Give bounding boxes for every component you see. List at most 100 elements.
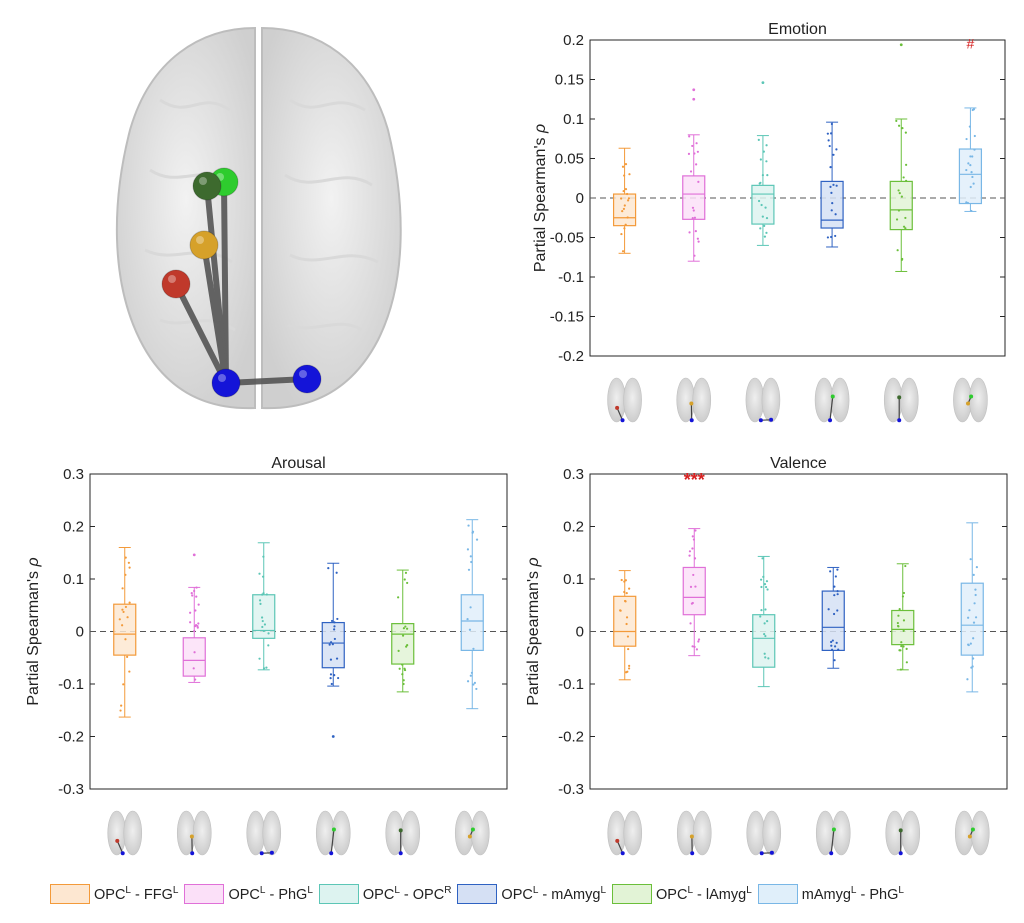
sample-point [831,639,834,642]
sample-point [692,209,695,212]
sample-point [193,629,196,633]
sample-point [402,682,405,686]
sample-point [466,617,469,621]
legend-swatch [50,884,90,904]
iqr-box [613,595,637,647]
sample-point [194,609,197,612]
legend-label: OPCL - PhGL [228,885,313,903]
box-3 [821,566,845,669]
sample-point [333,674,336,677]
sample-point [195,586,198,589]
node-green-dark [192,171,222,201]
sample-point [767,657,770,660]
box-1 [682,528,706,657]
sample-point [406,581,409,585]
outlier-point [692,88,696,92]
sample-point [472,647,475,650]
sample-point [329,641,333,644]
sample-point [696,150,699,153]
box-5 [958,107,983,213]
sample-point [471,530,475,533]
sample-point [333,625,336,628]
y-tick-label: 0.1 [563,571,584,588]
outlier-point [899,43,903,47]
sample-point [766,174,769,177]
sample-point [404,571,408,574]
sample-point [969,164,972,167]
sample-point [901,127,904,130]
sample-point [830,235,833,239]
sample-point [695,163,698,166]
y-tick-label: -0.05 [550,230,584,247]
sample-point [761,215,764,218]
sample-point [972,657,975,660]
outlier-point [192,553,196,557]
box-2 [752,555,776,688]
sample-point [760,609,763,612]
sample-point [766,588,769,591]
sample-point [624,223,627,226]
iqr-box [252,594,276,639]
sample-point [120,704,123,707]
sample-point [119,709,122,712]
brain-thumbnail-icon [454,810,490,856]
legend-item: OPCL - OPCR [318,884,451,904]
sample-point [189,621,192,624]
sample-point [692,538,695,541]
sample-point [466,548,470,551]
sample-point [627,647,630,651]
sample-point [764,656,767,659]
sample-point [621,165,625,168]
box-5 [460,519,484,710]
box-0 [113,547,137,718]
sample-point [827,608,830,611]
sample-point [759,227,762,230]
iqr-box [821,590,845,652]
box-1 [682,88,706,262]
legend-item: OPCL - mAmygL [457,884,606,904]
sample-point [335,657,339,660]
sample-point [691,645,694,648]
sample-point [626,635,630,638]
sample-point [897,189,900,192]
sample-point [762,150,765,153]
sample-point [757,199,761,203]
sample-point [336,617,339,621]
sample-point [832,153,835,156]
y-tick-label: 0.1 [63,571,84,588]
sample-point [122,683,125,686]
sample-point [830,644,833,647]
sample-point [902,225,906,228]
sample-point [398,667,401,670]
sample-point [262,667,266,670]
sample-point [262,629,265,633]
brain-thumbnail-icon [883,377,919,423]
box-1 [182,553,206,683]
sample-point [260,616,264,619]
sample-point [696,237,699,240]
sample-point [691,206,695,209]
sample-point [194,678,197,681]
sample-point [833,645,837,648]
sample-point [628,587,631,590]
sample-point [967,616,970,619]
sample-point [760,585,763,589]
y-tick-label: 0 [576,624,584,641]
sample-point [328,643,331,646]
sample-point [969,185,972,189]
sample-point [692,573,695,577]
sample-point [333,637,336,641]
sample-point [621,210,624,213]
sample-point [902,619,906,622]
iqr-box [891,609,915,646]
sample-point [625,622,628,626]
iqr-box [391,623,415,665]
sample-point [833,659,836,662]
sample-point [620,197,623,200]
sample-point [694,585,697,588]
sample-point [834,213,837,216]
sample-point [333,628,336,631]
sample-point [974,588,977,591]
sample-point [835,148,838,151]
sample-point [975,566,978,569]
